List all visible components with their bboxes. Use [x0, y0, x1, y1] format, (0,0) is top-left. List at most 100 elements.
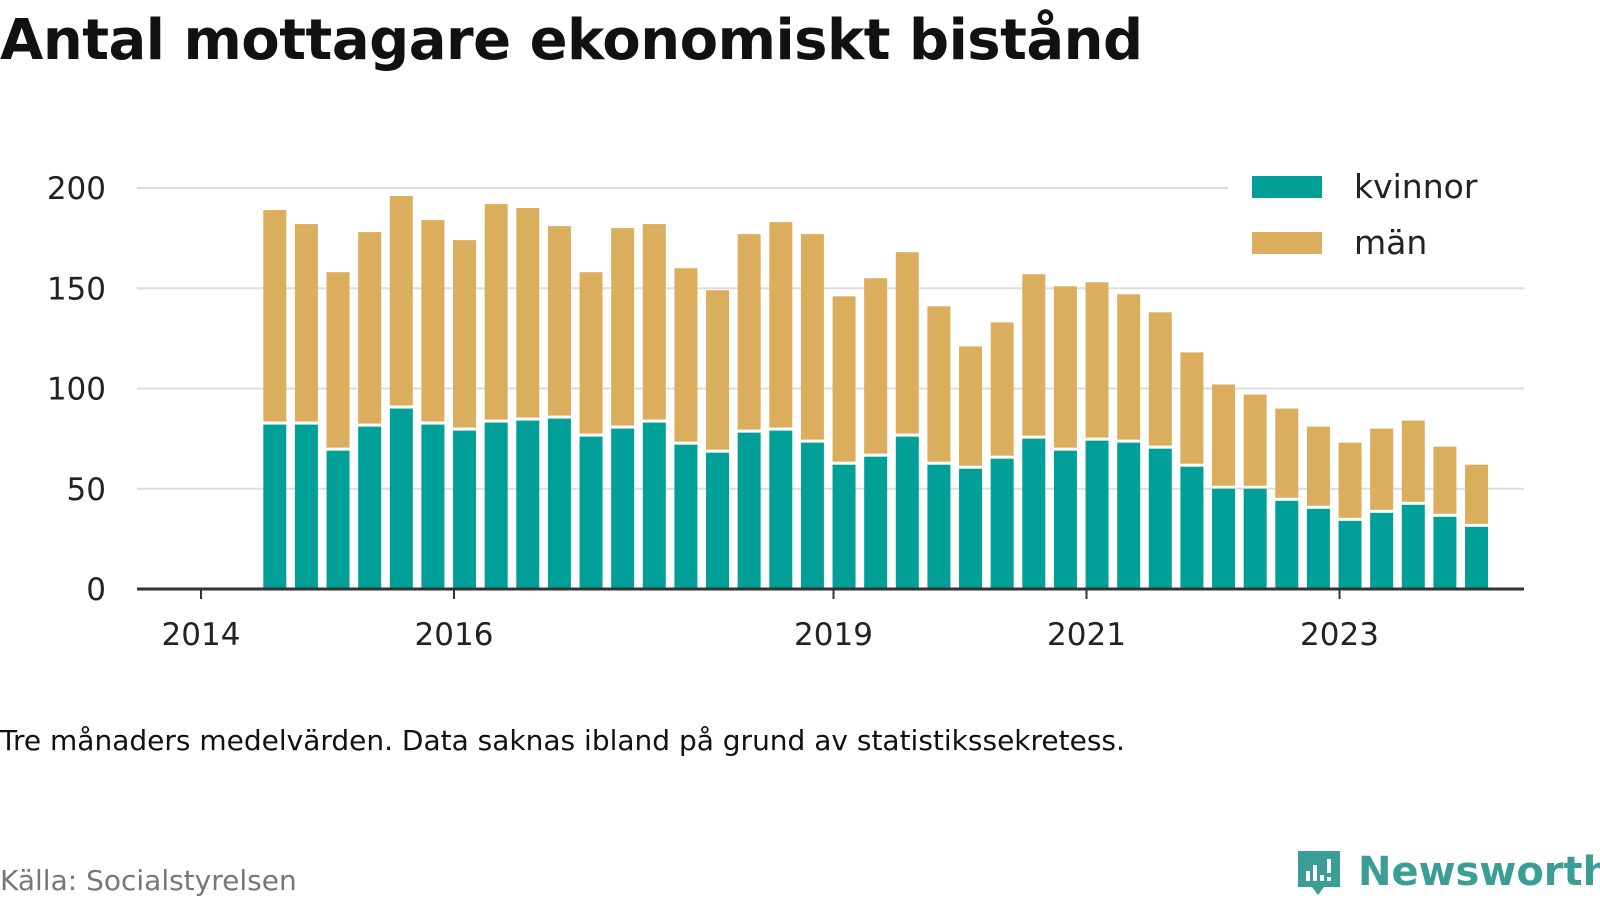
bar-man [895, 252, 919, 434]
bar-kvinnor [1148, 448, 1172, 589]
legend-swatch [1252, 232, 1322, 254]
bar-kvinnor [326, 450, 350, 589]
bar-kvinnor [358, 426, 382, 589]
bar-man [674, 268, 698, 442]
chart-bubble-icon [1298, 851, 1340, 895]
bar-kvinnor [895, 436, 919, 589]
bar-kvinnor [1180, 466, 1204, 589]
x-tick-label: 2023 [1300, 617, 1379, 653]
y-tick-label: 50 [67, 472, 106, 508]
bar-man [927, 306, 951, 462]
bar-kvinnor [516, 420, 540, 589]
bar-man [1212, 384, 1236, 486]
bar-kvinnor [1338, 520, 1362, 589]
bar-kvinnor [579, 436, 603, 589]
bar-man [547, 226, 571, 416]
y-tick-label: 200 [47, 171, 106, 207]
bar-man [1306, 426, 1330, 506]
bar-kvinnor [990, 458, 1014, 589]
bar-kvinnor [1465, 526, 1489, 589]
bar-man [579, 272, 603, 434]
bar-man [1180, 352, 1204, 464]
bar-man [1370, 428, 1394, 510]
bar-man [1022, 274, 1046, 436]
bar-kvinnor [706, 452, 730, 589]
bar-kvinnor [1306, 508, 1330, 589]
bar-man [326, 272, 350, 448]
bar-kvinnor [800, 442, 824, 589]
bar-man [611, 228, 635, 426]
bar-kvinnor [547, 418, 571, 589]
bar-kvinnor [1433, 516, 1457, 589]
x-tick-label: 2021 [1047, 617, 1126, 653]
bar-man [453, 240, 477, 428]
bar-kvinnor [453, 430, 477, 589]
bar-man [1433, 446, 1457, 514]
bar-man [990, 322, 1014, 456]
x-tick-label: 2019 [794, 617, 873, 653]
bar-kvinnor [927, 464, 951, 589]
y-tick-label: 100 [47, 372, 106, 408]
bar-kvinnor [832, 464, 856, 589]
bar-kvinnor [263, 424, 287, 589]
legend: kvinnor män [1228, 160, 1528, 278]
bar-kvinnor [294, 424, 318, 589]
x-tick-label: 2014 [162, 617, 241, 653]
bar-man [800, 234, 824, 440]
bars [263, 196, 1489, 589]
bar-kvinnor [611, 428, 635, 589]
y-tick-label: 0 [86, 572, 106, 608]
bar-kvinnor [1022, 438, 1046, 589]
newsworthy-logo: Newsworthy [1294, 844, 1600, 900]
bar-man [864, 278, 888, 454]
bar-man [1465, 464, 1489, 524]
bar-kvinnor [1370, 512, 1394, 589]
bar-man [832, 296, 856, 462]
source-label: Källa: Socialstyrelsen [0, 864, 297, 897]
bar-kvinnor [959, 468, 983, 589]
bar-kvinnor [1275, 500, 1299, 589]
bar-man [421, 220, 445, 422]
bar-man [1243, 394, 1267, 486]
bar-kvinnor [421, 424, 445, 589]
bar-man [959, 346, 983, 466]
bar-man [1117, 294, 1141, 440]
bar-man [1085, 282, 1109, 438]
bar-man [263, 210, 287, 422]
bar-man [1275, 408, 1299, 498]
legend-swatch [1252, 176, 1322, 198]
bar-kvinnor [864, 456, 888, 589]
bar-man [1338, 442, 1362, 518]
bar-man [1053, 286, 1077, 448]
bar-kvinnor [1085, 440, 1109, 589]
bar-man [358, 232, 382, 424]
bar-kvinnor [1117, 442, 1141, 589]
bar-man [769, 222, 793, 428]
bar-man [389, 196, 413, 406]
bar-kvinnor [642, 422, 666, 589]
y-axis-ticks: 0 50 100 150 200 [47, 171, 106, 608]
bar-kvinnor [1053, 450, 1077, 589]
bar-kvinnor [769, 430, 793, 589]
y-tick-label: 150 [47, 271, 106, 307]
bar-man [294, 224, 318, 422]
bar-kvinnor [1243, 488, 1267, 589]
bar-kvinnor [737, 432, 761, 589]
legend-label: män [1354, 223, 1427, 262]
x-tick-label: 2016 [415, 617, 494, 653]
logo-text: Newsworthy [1358, 849, 1600, 895]
bar-man [642, 224, 666, 420]
x-axis: 2014 2016 2019 2021 2023 [137, 587, 1524, 653]
bar-kvinnor [674, 444, 698, 589]
bar-man [1148, 312, 1172, 446]
bar-man [516, 208, 540, 418]
bar-kvinnor [389, 408, 413, 589]
chart-note: Tre månaders medelvärden. Data saknas ib… [0, 724, 1125, 757]
bar-man [1401, 420, 1425, 502]
bar-man [737, 234, 761, 430]
chart-title: Antal mottagare ekonomiskt bistånd [0, 8, 1143, 73]
bar-kvinnor [1401, 504, 1425, 589]
bar-man [706, 290, 730, 450]
bar-kvinnor [484, 422, 508, 589]
bar-man [484, 204, 508, 420]
